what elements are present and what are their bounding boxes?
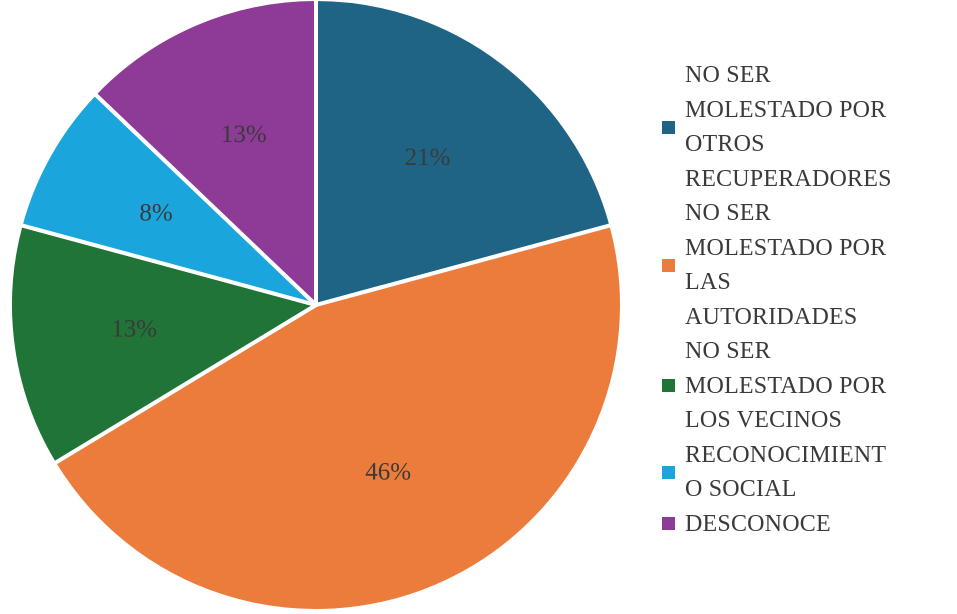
pie-slice-5 [92, 0, 318, 307]
pie-slices [8, 0, 624, 613]
legend-swatch [662, 465, 675, 479]
legend-label: RECONOCIMIENT O SOCIAL [685, 438, 886, 507]
pie-slice-1 [314, 0, 614, 307]
legend-label-line: AUTORIDADES [685, 303, 858, 330]
legend-item-5: DESCONOCE [662, 507, 954, 542]
pie-slice-2 [52, 223, 624, 613]
legend-swatch [662, 120, 675, 134]
legend: NO SER MOLESTADO POR OTROS RECUPERADORES NO … [662, 58, 954, 541]
legend-label-line: OTROS [685, 131, 765, 157]
slice-value-label-2: 46% [365, 459, 411, 486]
legend-swatch [662, 379, 675, 393]
slice-value-label-5: 13% [221, 121, 267, 148]
legend-item-2: NO SER MOLESTADO POR LAS AUTORIDADES [662, 196, 954, 334]
slice-value-label-1: 21% [405, 144, 451, 171]
legend-label-line: NO SER [685, 338, 771, 364]
legend-item-1: NO SER MOLESTADO POR OTROS RECUPERADORES [662, 58, 954, 196]
legend-label-line: NO SER [685, 62, 771, 88]
legend-label: NO SER MOLESTADO POR LOS VECINOS [685, 334, 886, 438]
legend-swatch [662, 517, 675, 531]
legend-label-line: MOLESTADO POR [685, 372, 887, 399]
legend-label-line: NO SER [685, 200, 771, 226]
legend-label: NO SER MOLESTADO POR OTROS RECUPERADORES [685, 58, 892, 196]
legend-label-line: O SOCIAL [685, 476, 797, 502]
legend-label-line: LOS VECINOS [685, 407, 843, 433]
legend-label-line: RECONOCIMIENT [685, 441, 887, 468]
legend-label-line: MOLESTADO POR [685, 234, 887, 261]
slice-value-label-3: 13% [111, 315, 157, 342]
legend-item-3: NO SER MOLESTADO POR LOS VECINOS [662, 334, 954, 438]
legend-label-line: DESCONOCE [685, 510, 831, 537]
legend-label-line: LAS [685, 269, 731, 295]
legend-label: DESCONOCE [685, 507, 831, 542]
pie-slice-4 [18, 91, 318, 307]
slice-value-label-4: 8% [139, 200, 172, 227]
legend-label-line: MOLESTADO POR [685, 96, 887, 123]
legend-label-line: RECUPERADORES [685, 165, 892, 192]
legend-swatch [662, 258, 675, 272]
legend-label: NO SER MOLESTADO POR LAS AUTORIDADES [685, 196, 886, 334]
pie-value-labels: 21% 46% 13% 8% 13% [111, 121, 450, 486]
legend-item-4: RECONOCIMIENT O SOCIAL [662, 438, 954, 507]
